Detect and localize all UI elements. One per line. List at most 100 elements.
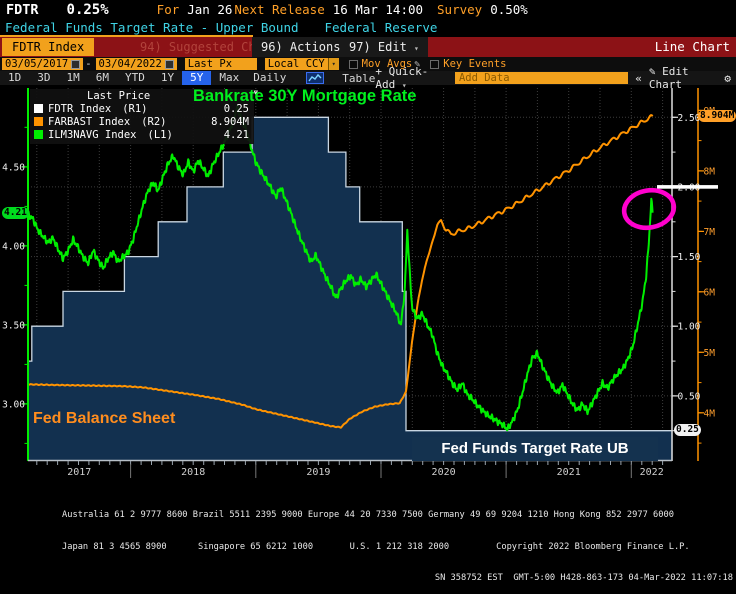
calendar-icon[interactable] [164, 59, 174, 69]
key-events-label[interactable]: Key Events [443, 58, 507, 70]
chart-type-label: Line Chart [654, 39, 730, 54]
year-label: 2018 [181, 467, 205, 478]
edit-chart-button[interactable]: ✎ Edit Chart [648, 65, 689, 91]
quick-add-button[interactable]: + Quick-Add ▾ [375, 65, 448, 91]
ticker-symbol: FDTR [6, 2, 39, 18]
date-from-field[interactable]: 03/05/2017 [2, 58, 84, 70]
period-1m[interactable]: 1M [66, 71, 80, 84]
next-release-value: 16 Mar 14:00 [332, 2, 424, 17]
price-field-select[interactable]: Last Px [184, 58, 257, 70]
currency-dropdown-button[interactable]: ▾ [327, 58, 339, 70]
bloomberg-footer: Australia 61 2 9777 8600 Brazil 5511 239… [0, 489, 736, 594]
white-line-annotation [657, 185, 718, 189]
axis-tick-label: 8M [704, 166, 716, 177]
legend-axis: (R2) [141, 115, 167, 128]
ilm3navg-swatch-icon [34, 130, 43, 139]
fdtr-last-price-badge: 0.25 [674, 424, 701, 436]
period-1d[interactable]: 1D [8, 71, 22, 84]
fed-funds-annotation: Fed Funds Target Rate UB [412, 437, 658, 461]
fdtr-swatch-icon [34, 104, 43, 113]
title-bar: FDTR 0.25% For Jan 26 Next Release 16 Ma… [0, 0, 736, 37]
active-tab-underline [0, 35, 253, 37]
fdtr-step-line [28, 116, 673, 432]
table-button[interactable]: Table [342, 71, 376, 85]
year-label: 2020 [432, 467, 456, 478]
chevron-down-icon: ▾ [414, 44, 419, 53]
legend-name: FDTR Index [48, 102, 112, 115]
legend-axis: (R1) [122, 102, 148, 115]
security-tab[interactable]: FDTR Index [2, 38, 95, 56]
security-source: Federal Reserve [324, 20, 438, 35]
period-ytd[interactable]: YTD [125, 71, 145, 84]
collapse-panel-icon[interactable]: « [635, 71, 642, 85]
footer-phones-line: Australia 61 2 9777 8600 Brazil 5511 239… [62, 510, 674, 520]
edit-menu-button[interactable]: 97) Edit ▾ [340, 37, 428, 57]
legend-value: 8.904M [211, 115, 249, 128]
ilm3navg-last-price-badge: 4.21 [2, 207, 29, 219]
axis-tick-label: 7M [704, 227, 716, 238]
quick-add-label: + Quick-Add [375, 65, 429, 91]
frequency-select[interactable]: Daily ▼ [247, 71, 298, 97]
period-toolbar: 1D 3D 1M 6M YTD 1Y 5Y Max Daily ▼ Table … [0, 65, 736, 97]
farbast-swatch-icon [34, 117, 43, 126]
chevron-down-icon: ▼ [253, 88, 259, 97]
key-events-checkbox[interactable] [430, 59, 440, 69]
chevron-down-icon: ▾ [401, 81, 407, 90]
year-label: 2022 [640, 467, 664, 478]
axis-tick-label: 3.50 [2, 320, 25, 331]
legend-axis: (L1) [147, 128, 173, 141]
date-to-field[interactable]: 03/04/2022 [95, 58, 177, 70]
fdtr-step-area [28, 117, 673, 461]
chart-canvas[interactable]: 3.003.504.004.500.501.001.502.002.504M5M… [0, 85, 736, 487]
last-value: 0.25% [66, 2, 109, 18]
balance-sheet-annotation: Fed Balance Sheet [33, 410, 176, 427]
axis-tick-label: 4.50 [2, 162, 25, 173]
security-description-line: Federal Funds Target Rate - Upper Bound F… [5, 20, 437, 35]
mov-avgs-label[interactable]: Mov Avgs [361, 58, 413, 70]
add-data-input[interactable] [454, 72, 629, 84]
pencil-icon[interactable]: ✎ [414, 58, 421, 70]
chart-legend[interactable]: Last Price FDTR Index (R1) 0.25 FARBAST … [30, 89, 254, 144]
axis-tick-label: 5M [704, 348, 716, 359]
survey-value: 0.50% [490, 2, 528, 17]
year-label: 2019 [306, 467, 330, 478]
chart-settings-toolbar: 03/05/2017 - 03/04/2022 Last Px Local CC… [0, 57, 736, 71]
for-label: For [156, 2, 180, 17]
actions-label: 96) Actions [261, 40, 341, 54]
axis-tick-label: 4.00 [2, 241, 25, 252]
farbast-last-price-badge: 8.904M [698, 110, 736, 122]
period-1y[interactable]: 1Y [160, 71, 175, 84]
period-5y-selected[interactable]: 5Y [182, 71, 212, 85]
suggested-charts-item[interactable]: 94) Suggested Charts [140, 40, 285, 54]
legend-name: FARBAST Index [48, 115, 131, 128]
survey-label: Survey [437, 2, 483, 17]
legend-header: Last Price [87, 90, 151, 102]
next-release-label: Next Release [234, 2, 325, 17]
legend-row-ilm3navg[interactable]: ILM3NAVG Index (L1) 4.21 [34, 128, 249, 141]
line-chart-icon[interactable] [306, 72, 325, 84]
legend-row-fdtr[interactable]: FDTR Index (R1) 0.25 [34, 102, 249, 115]
legend-value: 0.25 [223, 102, 249, 115]
ilm3navg-line [27, 104, 654, 432]
legend-name: ILM3NAVG Index [48, 128, 137, 141]
date-from-value: 03/05/2017 [5, 58, 69, 70]
security-description: Federal Funds Target Rate - Upper Bound [5, 20, 299, 35]
gear-icon[interactable]: ⚙ [724, 71, 731, 85]
footer-terminal-line: SN 358752 EST GMT-5:00 H428-863-173 04-M… [434, 573, 733, 583]
period-max[interactable]: Max [219, 71, 240, 84]
period-3d[interactable]: 3D [37, 71, 51, 84]
mov-avgs-checkbox[interactable] [348, 59, 358, 69]
axis-tick-label: 1.00 [678, 322, 701, 333]
edit-label: 97) Edit [349, 40, 407, 54]
calendar-icon[interactable] [71, 59, 81, 69]
chart-area[interactable]: 3.003.504.004.500.501.001.502.002.504M5M… [0, 85, 736, 487]
period-6m[interactable]: 6M [95, 71, 109, 84]
currency-select[interactable]: Local CCY [264, 58, 328, 70]
legend-row-farbast[interactable]: FARBAST Index (R2) 8.904M [34, 115, 249, 128]
security-summary-line: FDTR 0.25% For Jan 26 Next Release 16 Ma… [6, 2, 528, 18]
axis-tick-label: 6M [704, 287, 716, 298]
function-menu-bar: FDTR Index 94) Suggested Charts 96) Acti… [0, 37, 736, 57]
axis-tick-label: 1.50 [678, 252, 701, 263]
mortgage-rate-annotation: Bankrate 30Y Mortgage Rate [193, 87, 417, 105]
highlight-circle-annotation [621, 187, 677, 231]
